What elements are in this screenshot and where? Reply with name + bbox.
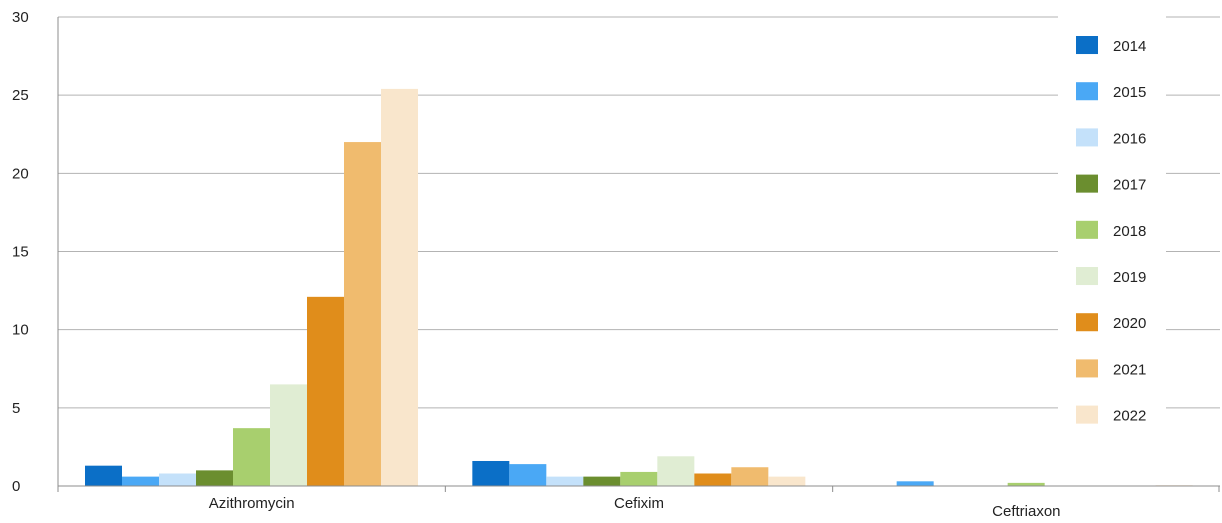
bar-cefixim-2018 <box>620 471 658 486</box>
bar-azithromycin-2017 <box>196 470 233 486</box>
bar-cefixim-2014 <box>472 460 510 486</box>
bar-azithromycin-2016 <box>159 473 196 486</box>
legend-swatch <box>1076 128 1098 147</box>
legend-item-2020: 2020 <box>1076 313 1146 332</box>
x-category-label: Azithromycin <box>209 495 295 512</box>
bar-azithromycin-2014 <box>85 465 122 486</box>
bar-cefixim-2015 <box>509 464 547 486</box>
y-tick-label: 30 <box>12 9 29 26</box>
legend-item-2016: 2016 <box>1076 128 1146 147</box>
legend-swatch <box>1076 359 1098 378</box>
y-tick-label: 5 <box>12 400 20 417</box>
x-category-label: Ceftriaxon <box>992 503 1060 520</box>
legend-swatch <box>1076 313 1098 332</box>
bar-cefixim-2021 <box>731 467 769 486</box>
y-tick-label: 25 <box>12 87 29 104</box>
bar-ceftriaxon-2018 <box>1007 482 1045 486</box>
legend-label: 2019 <box>1113 269 1146 286</box>
legend-label: 2021 <box>1113 361 1146 378</box>
legend-swatch <box>1076 174 1098 193</box>
bar-cefixim-2019 <box>657 456 695 486</box>
bar-azithromycin-2021 <box>344 142 381 487</box>
bar-azithromycin-2019 <box>270 384 307 486</box>
bar-azithromycin-2022 <box>381 88 418 486</box>
legend-swatch <box>1076 405 1098 424</box>
bars <box>85 88 1193 487</box>
legend-label: 2017 <box>1113 177 1146 194</box>
legend-item-2014: 2014 <box>1076 36 1146 55</box>
legend-item-2019: 2019 <box>1076 267 1146 286</box>
legend-label: 2016 <box>1113 130 1146 147</box>
legend-swatch <box>1076 220 1098 239</box>
bar-ceftriaxon-2015 <box>896 481 934 486</box>
bar-cefixim-2016 <box>546 476 584 486</box>
bar-cefixim-2022 <box>768 476 806 486</box>
bar-cefixim-2020 <box>694 473 732 486</box>
bar-cefixim-2017 <box>583 476 621 486</box>
legend-item-2021: 2021 <box>1076 359 1146 378</box>
legend-swatch <box>1076 36 1098 55</box>
legend-item-2017: 2017 <box>1076 174 1146 194</box>
bar-azithromycin-2018 <box>233 428 270 486</box>
legend-label: 2018 <box>1113 223 1146 240</box>
y-tick-label: 0 <box>12 478 20 495</box>
legend-label: 2015 <box>1113 84 1146 101</box>
bar-azithromycin-2020 <box>307 296 344 486</box>
legend-label: 2022 <box>1113 408 1146 425</box>
legend-swatch <box>1076 82 1098 101</box>
legend-item-2018: 2018 <box>1076 220 1146 240</box>
legend-item-2022: 2022 <box>1076 405 1146 425</box>
legend-swatch <box>1076 267 1098 286</box>
legend-item-2015: 2015 <box>1076 82 1146 101</box>
gridlines <box>58 16 1220 409</box>
x-category-label: Cefixim <box>614 495 664 512</box>
y-tick-label: 20 <box>12 165 29 182</box>
legend-label: 2014 <box>1113 38 1146 55</box>
legend-label: 2020 <box>1113 315 1146 332</box>
legend: 2014 2015 2016 2017 2018 2019 2020 2021 2022 <box>1076 36 1146 425</box>
y-tick-label: 15 <box>12 244 29 261</box>
bar-azithromycin-2015 <box>122 476 159 486</box>
y-tick-label: 10 <box>12 322 29 339</box>
